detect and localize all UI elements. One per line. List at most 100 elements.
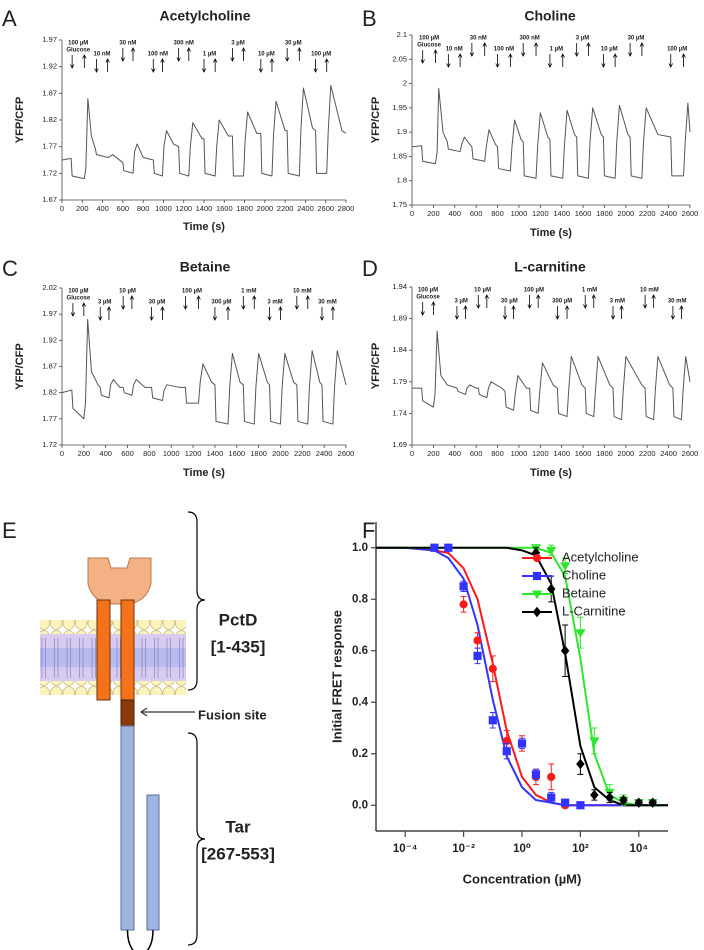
arrow-down <box>94 59 99 73</box>
arrow-up <box>160 58 165 72</box>
domain-range: [1-435] <box>211 637 266 656</box>
x-tick-label: 10⁻² <box>452 843 475 855</box>
stimulus-label: 1 µM <box>550 47 563 53</box>
legend-label: Choline <box>562 567 606 582</box>
x-tick-label: 2400 <box>297 204 314 213</box>
y-tick-label: 0.2 <box>352 748 368 760</box>
stimulus-label: 30 nM <box>119 41 136 47</box>
lipid-tails <box>40 634 186 681</box>
sensor-domain <box>87 557 152 605</box>
arrow-down <box>642 295 648 309</box>
y-tick-label: 1.67 <box>42 195 57 204</box>
stimulus-label: 100 µM <box>667 47 687 53</box>
stimulus-label: 30 mM <box>668 299 687 305</box>
data-point <box>517 739 527 748</box>
trace-line <box>61 318 347 425</box>
arrow-down <box>176 48 181 62</box>
arrow-up <box>560 53 565 67</box>
x-tick-label: 600 <box>470 449 483 458</box>
panel-letter: E <box>2 518 17 543</box>
x-tick-label: 1000 <box>163 449 180 458</box>
lipid-heads-top <box>40 620 186 634</box>
arrow-down <box>476 295 481 309</box>
arrow-down <box>454 306 460 320</box>
tar-helix <box>146 794 160 931</box>
legend-label: L-Carnitine <box>562 603 626 618</box>
y-tick-label: 1.87 <box>42 88 57 97</box>
stimulus-label: 100 µM <box>182 289 202 295</box>
legend-label: Betaine <box>562 585 606 600</box>
stimulus-label: 300 nM <box>174 41 194 47</box>
x-tick-label: 1800 <box>596 209 613 218</box>
fit-curve <box>376 546 668 807</box>
y-tick-label: 1.74 <box>392 408 407 417</box>
arrow-down <box>574 43 579 57</box>
x-tick-label: 400 <box>99 449 112 458</box>
x-tick-label: 1200 <box>175 204 192 213</box>
y-axis-title: Initial FRET response <box>329 610 344 743</box>
trace-line <box>412 330 691 421</box>
x-tick-label: 200 <box>427 449 440 458</box>
arrow-down <box>149 307 154 321</box>
stimulus-label: 30 µM <box>149 300 166 306</box>
data-point <box>576 758 585 770</box>
data-point <box>473 651 482 660</box>
arrow-down <box>446 54 451 68</box>
x-tick-label: 2600 <box>682 209 699 218</box>
y-tick-label: 1.8 <box>397 176 407 185</box>
tm-helix <box>96 599 111 701</box>
arrow-up <box>586 42 591 56</box>
arrow-up <box>533 42 539 56</box>
data-point <box>531 770 541 779</box>
stimulus-label: 10 µM <box>601 47 618 53</box>
data-point <box>488 664 497 673</box>
trace-line <box>61 84 347 180</box>
fit-curve <box>376 546 668 807</box>
diagram-e: E PctD [1-435] Fusion site Tar [267-553] <box>2 511 275 950</box>
x-tick-label: 1000 <box>511 449 528 458</box>
domain-label: PctD <box>219 610 258 629</box>
y-tick-label: 1.72 <box>42 168 57 177</box>
arrow-down <box>120 48 126 62</box>
y-tick-label: 0.4 <box>352 696 369 708</box>
y-tick-label: 1.97 <box>42 309 57 318</box>
fit-curve <box>376 546 668 807</box>
x-tick-label: 10⁻⁴ <box>393 843 418 855</box>
arrow-down <box>151 59 156 73</box>
stimulus-sublabel: Glucose <box>416 295 440 301</box>
tar-helix <box>120 725 135 931</box>
data-point <box>561 798 570 807</box>
arrow-up <box>484 294 490 308</box>
stimulus-label: 3 mM <box>267 300 282 306</box>
arrow-down <box>555 306 560 320</box>
x-tick-label: 1400 <box>553 449 570 458</box>
arrow-up <box>679 305 684 319</box>
arrow-down <box>495 54 500 68</box>
arrow-down <box>670 306 676 320</box>
y-tick-label: 1.94 <box>392 282 407 291</box>
y-tick-label: 1.92 <box>42 335 57 344</box>
chart-title: L-carnitine <box>514 259 586 275</box>
data-point <box>547 793 556 802</box>
x-axis-title: Time (s) <box>183 221 225 233</box>
stimulus-label: 10 µM <box>258 52 275 58</box>
arrow-up <box>130 47 136 61</box>
y-tick-label: 0.0 <box>352 799 368 811</box>
x-tick-label: 800 <box>491 449 504 458</box>
arrow-up <box>213 58 218 72</box>
x-tick-label: 400 <box>449 449 462 458</box>
trace-line <box>411 87 691 179</box>
stimulus-label: 100 nM <box>148 52 168 58</box>
y-tick-label: 1.77 <box>42 414 57 423</box>
stimulus-label: 3 µM <box>98 300 111 306</box>
data-point <box>619 794 628 806</box>
stimulus-label: 100 µM <box>418 288 438 294</box>
stimulus-label: 100 µM <box>68 41 88 47</box>
linker <box>120 699 135 727</box>
legend-marker <box>531 590 543 600</box>
legend-marker <box>532 571 542 581</box>
arrow-down <box>420 50 425 64</box>
stimulus-label: 300 µM <box>211 300 231 306</box>
x-tick-label: 400 <box>449 209 462 218</box>
arrow-down <box>668 54 673 68</box>
